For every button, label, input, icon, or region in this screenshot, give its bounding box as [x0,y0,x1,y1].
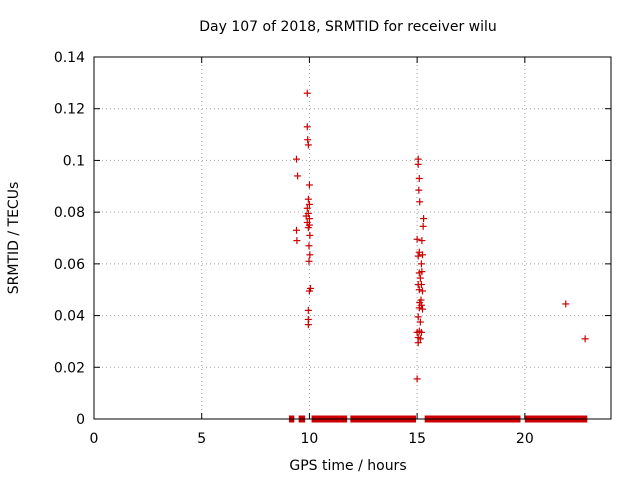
y-tick-label: 0.14 [54,50,85,66]
data-point [292,226,300,234]
data-point [418,237,426,245]
data-point [305,200,313,208]
y-tick-label: 0.02 [54,360,85,376]
data-point [415,304,423,312]
data-point [304,141,312,149]
data-point [305,242,313,250]
data-point [562,300,570,308]
data-point [304,321,312,329]
data-point [304,306,312,314]
data-point [414,313,422,321]
data-point [416,318,424,326]
data-point [306,231,314,239]
data-point [305,181,313,189]
plot-frame [93,56,612,420]
data-point [417,281,425,289]
data-point [303,89,311,97]
x-tick-label: 15 [408,431,426,447]
data-point [293,237,301,245]
data-point [416,335,424,343]
x-tick-label: 5 [197,431,206,447]
data-point [415,186,423,194]
data-point [416,274,424,282]
data-point [305,287,313,295]
tick-labels: 0 5 10 15 20 0 0.02 0.04 0.06 0.08 0.1 0.12 0.14 [54,50,534,447]
y-tick-label: 0.08 [54,205,85,221]
y-tick-label: 0 [76,412,85,428]
data-point [414,252,422,260]
data-point [292,155,300,163]
y-tick-label: 0.06 [54,257,85,273]
data-point [413,235,421,243]
data-point [418,268,426,276]
data-point [415,286,423,294]
x-tick-label: 0 [90,431,99,447]
grid-lines [94,57,611,419]
y-tick-label: 0.04 [54,309,85,325]
data-point [305,257,313,265]
data-point [413,375,421,383]
data-point [304,224,312,232]
x-tick-label: 10 [301,431,319,447]
data-point [419,287,427,295]
data-point [419,251,427,259]
data-point [294,172,302,180]
data-point [304,195,312,203]
axis-ticks [93,56,611,420]
data-point [303,123,311,131]
data-point [416,198,424,206]
y-axis-title: SRMTID / TECUs [6,182,22,295]
data-point [419,305,427,313]
y-tick-label: 0.1 [63,153,85,169]
data-points [292,89,589,383]
data-point [417,260,425,268]
data-point [414,339,422,347]
data-point [303,204,311,212]
chart-title: Day 107 of 2018, SRMTID for receiver wil… [199,19,497,35]
data-point [304,136,312,144]
x-tick-label: 20 [516,431,534,447]
data-point [581,335,589,343]
data-point [417,328,425,336]
y-tick-label: 0.12 [54,102,85,118]
data-point [415,175,423,183]
data-point [419,222,427,230]
data-point [306,251,314,259]
x-axis-title: GPS time / hours [289,458,406,474]
data-point [305,215,313,223]
data-point [414,160,422,168]
data-point [420,215,428,223]
